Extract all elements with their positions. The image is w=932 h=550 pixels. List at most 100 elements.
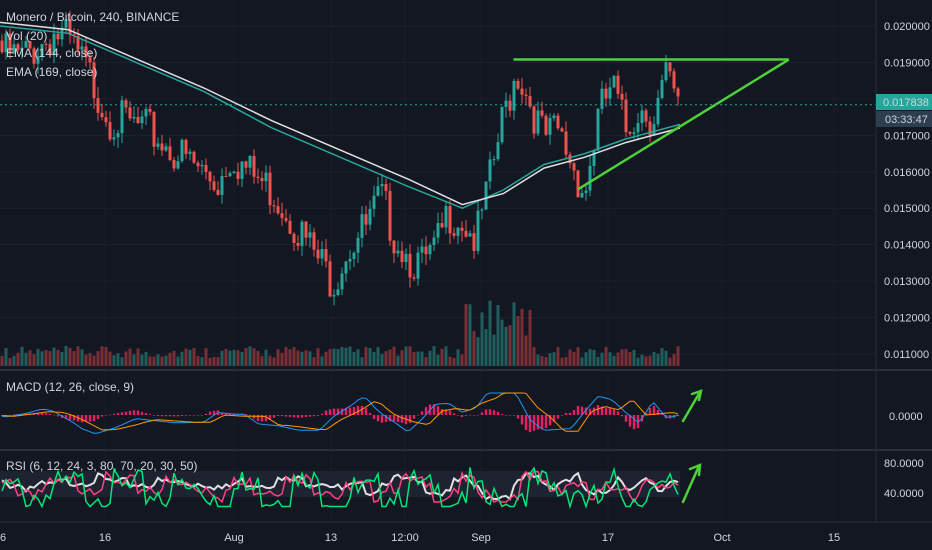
- macd-hist-bar: [0, 415, 4, 416]
- volume-bar: [592, 349, 596, 366]
- time-axis[interactable]: 16 16 Aug 13 12:00 Sep 17 Oct 15: [0, 521, 932, 544]
- macd-hist-bar: [288, 415, 292, 417]
- candle-body: [676, 88, 680, 97]
- volume-bar: [372, 352, 376, 366]
- candle-body: [212, 181, 216, 190]
- volume-bar: [416, 351, 420, 366]
- volume-bar: [516, 315, 520, 366]
- candle-body: [452, 233, 456, 236]
- macd-label[interactable]: MACD (12, 26, close, 9): [6, 380, 134, 394]
- macd-hist-bar: [500, 414, 504, 415]
- macd-hist-bar: [252, 415, 256, 419]
- volume-bar: [60, 351, 64, 366]
- volume-bar: [284, 347, 288, 366]
- price-scale[interactable]: 0.0200000.0190000.0180000.0170000.016000…: [875, 0, 932, 522]
- price-tick-label: 0.016000: [884, 167, 930, 179]
- macd-hist-bar: [576, 405, 580, 415]
- macd-hist-bar: [552, 415, 556, 423]
- macd-hist-bar: [52, 414, 56, 416]
- macd-hist-bar: [312, 415, 316, 417]
- price-tick-label: 0.012000: [884, 313, 930, 325]
- candle-body: [264, 172, 268, 182]
- volume-bar: [544, 357, 548, 366]
- volume-bar: [0, 355, 4, 366]
- ema169-label[interactable]: EMA (169, close): [6, 65, 97, 79]
- volume-bar: [144, 351, 148, 366]
- candle-body: [124, 100, 128, 108]
- candle-body: [272, 205, 276, 207]
- macd-hist-bar: [208, 411, 212, 415]
- candle-body: [136, 116, 140, 124]
- candle-body: [164, 146, 168, 151]
- candle-body: [660, 80, 664, 98]
- volume-bar: [496, 304, 500, 366]
- macd-hist-bar: [420, 411, 424, 415]
- macd-hist-bar: [84, 415, 88, 422]
- candle-body: [140, 116, 144, 124]
- macd-hist-bar: [584, 407, 588, 415]
- symbol-line[interactable]: Monero / Bitcoin, 240, BINANCE: [6, 10, 179, 24]
- volume-bar: [8, 357, 12, 366]
- candle-body: [388, 190, 392, 241]
- volume-bar: [304, 350, 308, 366]
- macd-hist-bar: [564, 413, 568, 415]
- candle-body: [192, 151, 196, 163]
- macd-hist-bar: [376, 415, 380, 422]
- volume-bars: [0, 300, 680, 366]
- macd-hist-bar: [616, 411, 620, 415]
- ema144-label[interactable]: EMA (144, close): [6, 46, 97, 60]
- macd-hist-bar: [624, 415, 628, 422]
- time-tick-label: 16: [99, 532, 111, 544]
- price-pane[interactable]: [0, 0, 876, 522]
- candle-body: [464, 230, 468, 237]
- candle-body: [84, 46, 88, 58]
- rsi-pane[interactable]: RSI (6, 12, 24, 3, 80, 70, 20, 30, 50) 8…: [0, 458, 924, 510]
- candle-body: [408, 253, 412, 278]
- candle-body: [364, 214, 368, 225]
- candle-body: [48, 43, 52, 55]
- macd-hist-bar: [100, 415, 104, 417]
- macd-hist-bar: [80, 415, 84, 423]
- macd-hist-bar: [88, 415, 92, 422]
- macd-pane[interactable]: MACD (12, 26, close, 9) 0.0000: [0, 380, 923, 434]
- candle-body: [432, 237, 436, 246]
- volume-bar: [484, 329, 488, 366]
- volume-bar: [420, 351, 424, 366]
- candle-body: [320, 249, 324, 259]
- macd-hist-bar: [260, 415, 264, 422]
- macd-hist-bar: [600, 406, 604, 415]
- volume-bar: [648, 355, 652, 366]
- candle-body: [500, 106, 504, 143]
- last-price-badge: [876, 94, 932, 110]
- volume-bar: [296, 350, 300, 366]
- macd-hist-bar: [364, 408, 368, 415]
- candle-body: [548, 118, 552, 135]
- candle-body: [96, 98, 100, 113]
- volume-label[interactable]: Vol (20): [6, 29, 47, 43]
- candle-body: [300, 221, 304, 246]
- price-tick-label: 0.013000: [884, 276, 930, 288]
- macd-hist-bar: [380, 415, 384, 423]
- candle-body: [0, 40, 4, 53]
- volume-bar: [504, 326, 508, 366]
- volume-bar: [68, 347, 72, 366]
- volume-bar: [256, 350, 260, 366]
- macd-hist-bar: [300, 415, 304, 418]
- volume-bar: [396, 355, 400, 366]
- candle-body: [440, 223, 444, 228]
- candle-body: [672, 71, 676, 89]
- macd-hist-bar: [132, 410, 136, 415]
- candle-body: [160, 143, 164, 151]
- macd-hist-bar: [164, 415, 168, 417]
- rsi-label[interactable]: RSI (6, 12, 24, 3, 80, 70, 20, 30, 50): [6, 459, 197, 473]
- candle-body: [552, 115, 556, 119]
- macd-hist-bar: [160, 415, 164, 417]
- candle-body: [112, 137, 116, 140]
- macd-hist-bar: [128, 410, 132, 415]
- candle-body: [604, 88, 608, 99]
- macd-hist-bar: [372, 415, 376, 420]
- macd-hist-bar: [424, 407, 428, 415]
- trendline-support[interactable]: [577, 58, 790, 191]
- volume-bar: [164, 355, 168, 366]
